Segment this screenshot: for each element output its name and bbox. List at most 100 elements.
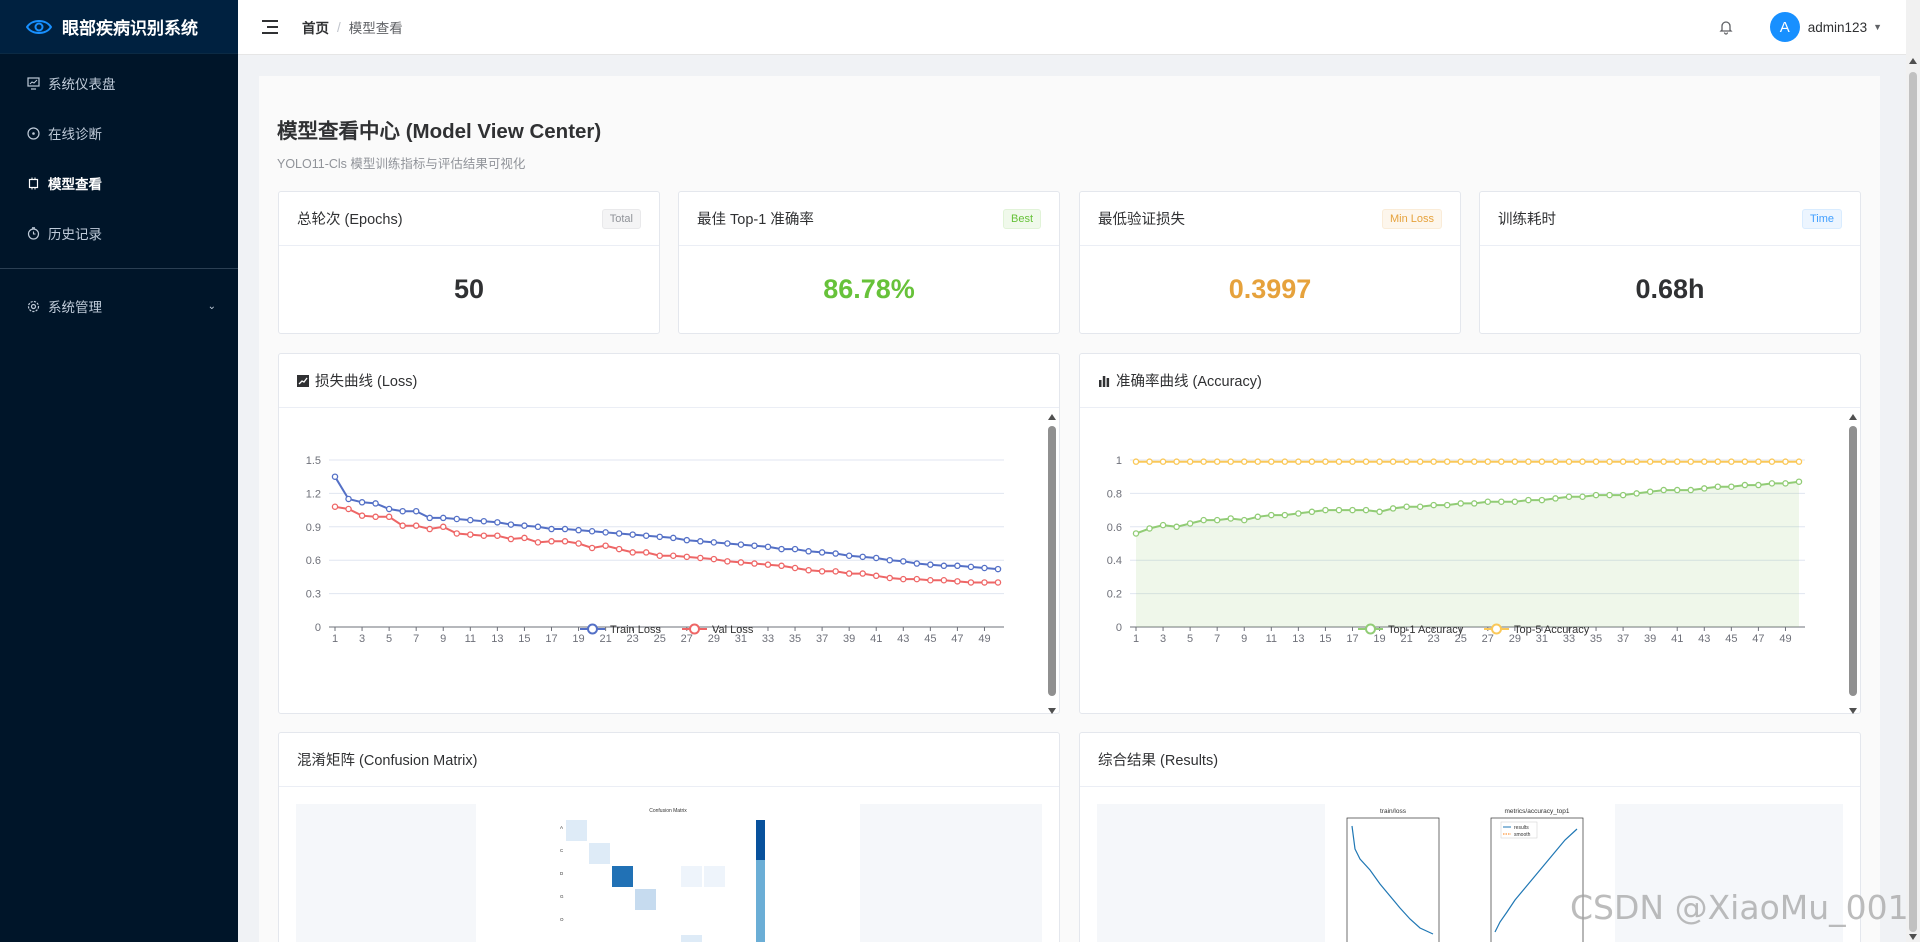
bell-icon[interactable] <box>1718 19 1734 35</box>
data-point <box>954 578 961 585</box>
data-point <box>1660 486 1667 494</box>
x-tick-label: 49 <box>978 633 990 645</box>
sidebar-item-model-view[interactable]: 模型查看 <box>0 158 238 208</box>
data-point <box>954 562 961 570</box>
stat-tag: Min Loss <box>1381 208 1442 229</box>
x-tick-label: 5 <box>386 633 392 645</box>
x-tick-label: 19 <box>572 633 584 645</box>
data-point <box>561 538 569 545</box>
data-point <box>385 505 393 513</box>
chart-scrollbar[interactable] <box>1848 414 1858 714</box>
x-tick-label: 39 <box>1644 633 1656 645</box>
data-point <box>1498 498 1505 506</box>
x-tick-label: 25 <box>1455 633 1467 645</box>
x-tick-label: 43 <box>897 633 909 645</box>
caret-down-icon[interactable]: ▼ <box>1873 22 1882 32</box>
data-point <box>1673 486 1681 494</box>
data-point <box>778 562 785 570</box>
loss-chart[interactable]: 00.30.60.91.21.51 3 5 7 9 11 13 15 17 19 21 23 25 27 2… <box>279 409 1047 709</box>
results-card: 综合结果 (Results) train/loss metrics/accura… <box>1079 732 1861 942</box>
top-header: 首页 / 模型查看 A admin123 ▼ <box>238 0 1906 55</box>
data-point <box>994 565 1002 573</box>
data-point <box>791 564 799 572</box>
data-point <box>345 495 352 503</box>
sidebar-item-history[interactable]: 历史记录 <box>0 208 238 258</box>
data-point <box>872 572 880 580</box>
page-scrollbar[interactable] <box>1906 0 1920 942</box>
data-point <box>818 568 826 575</box>
data-point <box>791 545 799 553</box>
results-plot2-title: metrics/accuracy_top1 <box>1504 808 1569 815</box>
data-point <box>1200 516 1207 524</box>
data-point <box>1295 458 1302 465</box>
data-point <box>886 574 894 582</box>
data-point <box>1240 458 1248 465</box>
x-tick-label: 17 <box>545 633 557 645</box>
data-point <box>453 530 461 537</box>
data-point <box>615 545 623 553</box>
sidebar-item-diagnosis[interactable]: 在线诊断 <box>0 108 238 158</box>
x-tick-label: 41 <box>1671 633 1683 645</box>
data-point <box>1579 458 1586 465</box>
x-tick-label: 1 <box>1133 633 1139 645</box>
data-point <box>1673 458 1681 465</box>
data-point <box>1146 525 1153 532</box>
loss-chart-title: 损失曲线 (Loss) <box>315 374 418 390</box>
x-tick-label: 35 <box>789 633 801 645</box>
y-tick-label: 0.2 <box>1107 589 1122 601</box>
chart-scrollbar[interactable] <box>1047 414 1057 714</box>
avatar[interactable]: A <box>1769 12 1800 42</box>
data-point <box>845 552 853 559</box>
sidebar-divider <box>0 268 238 269</box>
data-point <box>467 531 474 538</box>
y-tick-label: 0.3 <box>306 589 321 601</box>
x-tick-label: 21 <box>1400 633 1412 645</box>
y-tick-label: 1 <box>1116 455 1122 467</box>
data-point <box>1132 458 1140 465</box>
y-tick-label: 0.9 <box>306 522 321 534</box>
data-point <box>670 534 677 542</box>
username[interactable]: admin123 <box>1807 19 1868 35</box>
data-point <box>1741 481 1749 489</box>
data-point <box>1538 496 1546 504</box>
breadcrumb-home[interactable]: 首页 <box>302 21 329 36</box>
data-point <box>548 525 555 533</box>
sidebar-item-dashboard[interactable]: 系统仪表盘 <box>0 58 238 108</box>
brand[interactable]: 眼部疾病识别系统 <box>0 0 238 54</box>
data-point <box>1701 458 1708 465</box>
accuracy-chart-title: 准确率曲线 (Accuracy) <box>1116 374 1262 390</box>
loss-chart-card: 损失曲线 (Loss) 0 0.3 0.6 0.9 1.2 1.5 1 3 5 7 9 11 13 15 1… <box>278 353 1060 714</box>
data-point <box>1213 516 1221 524</box>
confusion-matrix-image[interactable]: Confusion Matrix A C D G O <box>296 804 1042 942</box>
breadcrumb: 首页 / 模型查看 <box>302 17 403 37</box>
results-figure: train/loss metrics/accuracy_top1 results… <box>1325 804 1615 942</box>
data-point <box>1213 458 1221 465</box>
data-point <box>1457 458 1464 465</box>
accuracy-chart[interactable]: 00.20.40.60.811 3 5 7 9 11 13 15 17 19 21 23 25 27 29 3… <box>1080 409 1848 709</box>
x-tick-label: 41 <box>870 633 882 645</box>
menu-toggle-icon[interactable] <box>262 20 278 34</box>
compass-icon <box>26 126 40 140</box>
data-point <box>1687 486 1695 494</box>
data-point <box>1579 493 1586 500</box>
data-point <box>507 521 515 528</box>
data-point <box>385 513 393 521</box>
data-point <box>1308 458 1316 465</box>
x-tick-label: 23 <box>1428 633 1440 645</box>
sidebar-item-system-admin[interactable]: 系统管理 ⌄ <box>0 281 238 331</box>
y-tick-label: 1.2 <box>306 488 321 500</box>
x-tick-label: 37 <box>1617 633 1629 645</box>
data-point <box>683 553 691 561</box>
data-point <box>670 552 677 559</box>
data-point <box>602 529 609 536</box>
confusion-matrix-card: 混淆矩阵 (Confusion Matrix) Confusion Matrix… <box>278 732 1060 942</box>
results-image[interactable]: train/loss metrics/accuracy_top1 results… <box>1097 804 1843 942</box>
data-point <box>1646 458 1654 465</box>
data-point <box>372 500 379 507</box>
stat-label: 总轮次 (Epochs) <box>297 212 403 228</box>
data-point <box>1254 458 1262 465</box>
data-point <box>1471 500 1478 507</box>
data-point <box>1186 520 1194 527</box>
breadcrumb-separator: / <box>337 19 341 35</box>
stat-value: 0.68h <box>1635 274 1705 304</box>
